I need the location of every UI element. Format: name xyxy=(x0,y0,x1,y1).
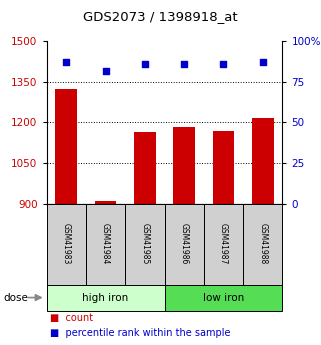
Bar xyxy=(125,204,164,285)
Text: GSM41986: GSM41986 xyxy=(180,224,189,265)
Point xyxy=(260,60,265,65)
Text: GSM41983: GSM41983 xyxy=(62,224,71,265)
Point xyxy=(103,68,108,73)
Point xyxy=(142,61,147,67)
Text: GSM41985: GSM41985 xyxy=(140,224,149,265)
Text: ■  count: ■ count xyxy=(50,313,93,323)
Text: low iron: low iron xyxy=(203,293,244,303)
Bar xyxy=(56,89,77,204)
Point xyxy=(182,61,187,67)
Text: ■  percentile rank within the sample: ■ percentile rank within the sample xyxy=(50,328,230,338)
Text: GSM41984: GSM41984 xyxy=(101,224,110,265)
Bar xyxy=(164,204,204,285)
Bar xyxy=(47,285,165,310)
Bar xyxy=(204,204,243,285)
Point xyxy=(221,61,226,67)
Bar xyxy=(86,204,125,285)
Point xyxy=(64,60,69,65)
Bar xyxy=(134,132,156,204)
Text: GDS2073 / 1398918_at: GDS2073 / 1398918_at xyxy=(83,10,238,23)
Text: high iron: high iron xyxy=(82,293,129,303)
Text: GSM41987: GSM41987 xyxy=(219,224,228,265)
Text: dose: dose xyxy=(3,293,28,303)
Bar xyxy=(252,118,273,204)
Bar xyxy=(243,204,282,285)
Text: GSM41988: GSM41988 xyxy=(258,224,267,265)
Bar xyxy=(47,204,86,285)
Bar xyxy=(95,201,116,204)
Bar xyxy=(213,130,234,204)
Bar xyxy=(164,285,282,310)
Bar xyxy=(173,127,195,204)
